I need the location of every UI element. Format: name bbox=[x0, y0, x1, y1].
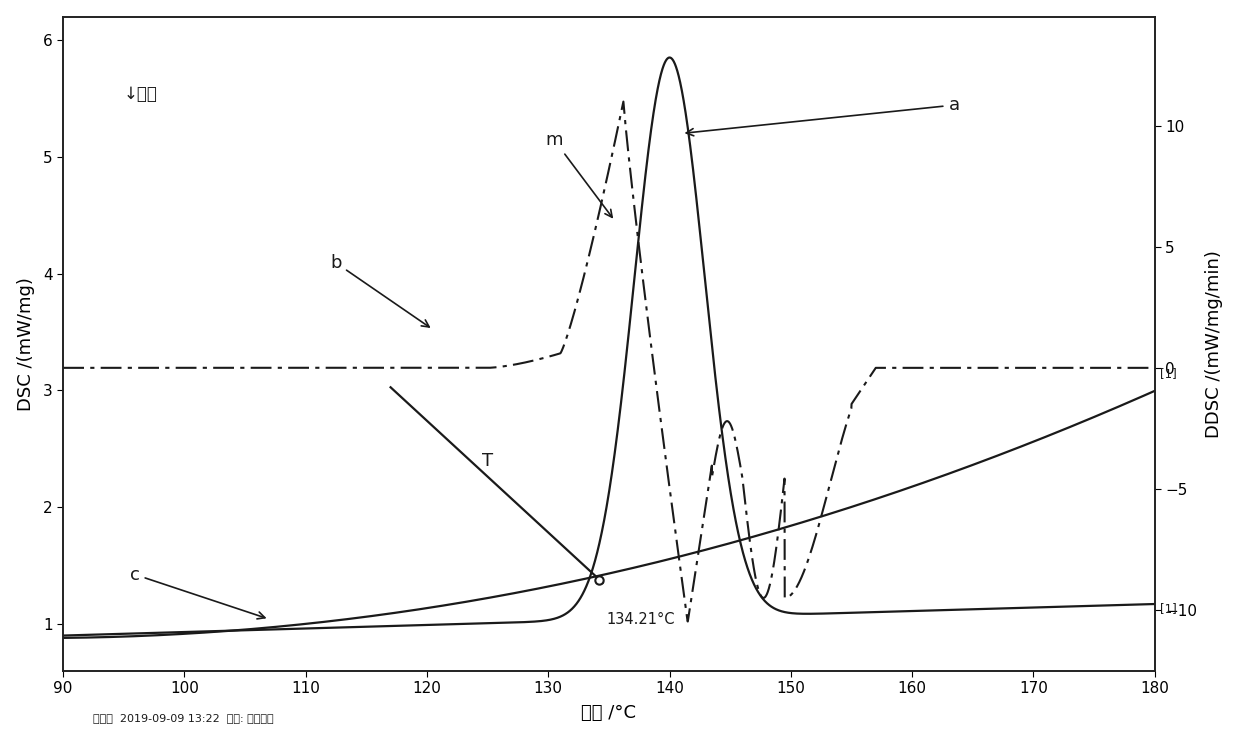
Text: [1]: [1] bbox=[1161, 602, 1177, 615]
Text: b: b bbox=[330, 253, 429, 327]
Text: ↓放热: ↓放热 bbox=[123, 85, 157, 103]
Text: T: T bbox=[481, 452, 492, 470]
Text: m: m bbox=[546, 131, 613, 217]
Text: c: c bbox=[130, 565, 265, 619]
Text: 134.21°C: 134.21°C bbox=[606, 612, 675, 627]
Text: 上局号  2019-09-09 13:22  用户: 贺式日斯: 上局号 2019-09-09 13:22 用户: 贺式日斯 bbox=[93, 712, 274, 723]
Y-axis label: DDSC /(mW/mg/min): DDSC /(mW/mg/min) bbox=[1205, 250, 1224, 437]
X-axis label: 温度 /°C: 温度 /°C bbox=[582, 704, 636, 722]
Text: [1]: [1] bbox=[1161, 367, 1177, 380]
Text: a: a bbox=[686, 96, 960, 136]
Y-axis label: DSC /(mW/mg): DSC /(mW/mg) bbox=[16, 276, 35, 411]
